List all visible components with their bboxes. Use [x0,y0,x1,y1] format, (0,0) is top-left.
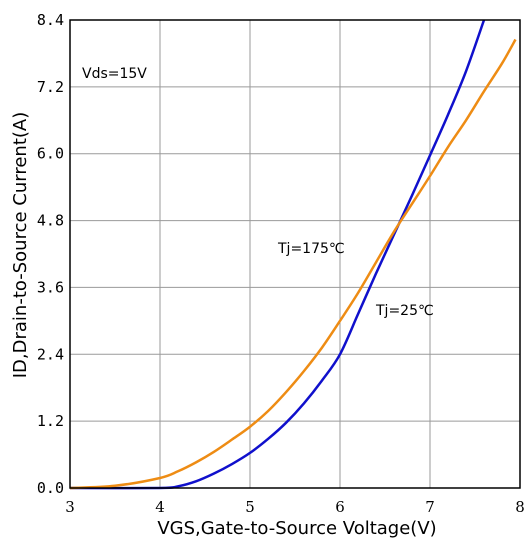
y-tick-label: 4.8 [37,212,64,230]
x-tick-label: 7 [425,498,435,516]
series-layer [69,19,517,490]
x-axis-title: VGS,Gate-to-Source Voltage(V) [157,518,436,539]
x-tick-label: 8 [515,498,525,516]
x-tick-label: 6 [335,498,345,516]
series-line-25c [69,19,486,490]
x-tick-labels: 3 4 5 6 7 8 [65,498,525,516]
series-label-25c: Tj=25℃ [375,303,434,319]
y-tick-label: 0.0 [37,479,64,497]
series-line-175c [69,38,517,490]
grid [70,20,520,488]
y-tick-label: 6.0 [37,145,64,163]
x-tick-label: 4 [155,498,165,516]
series-label-175c: Tj=175℃ [277,241,345,257]
y-axis-title: ID,Drain-to-Source Current(A) [10,112,31,379]
plot-border [69,19,521,489]
plot-background [70,20,520,488]
y-tick-label: 2.4 [37,345,64,363]
x-tick-label: 3 [65,498,75,516]
x-tick-label: 5 [245,498,255,516]
y-tick-label: 1.2 [37,412,64,430]
y-tick-label: 3.6 [37,278,64,296]
y-tick-label: 8.4 [37,11,64,29]
y-tick-label: 7.2 [37,78,64,96]
y-tick-labels: 0.0 1.2 2.4 3.6 4.8 6.0 7.2 8.4 [37,11,64,497]
condition-label: Vds=15V [82,66,147,82]
